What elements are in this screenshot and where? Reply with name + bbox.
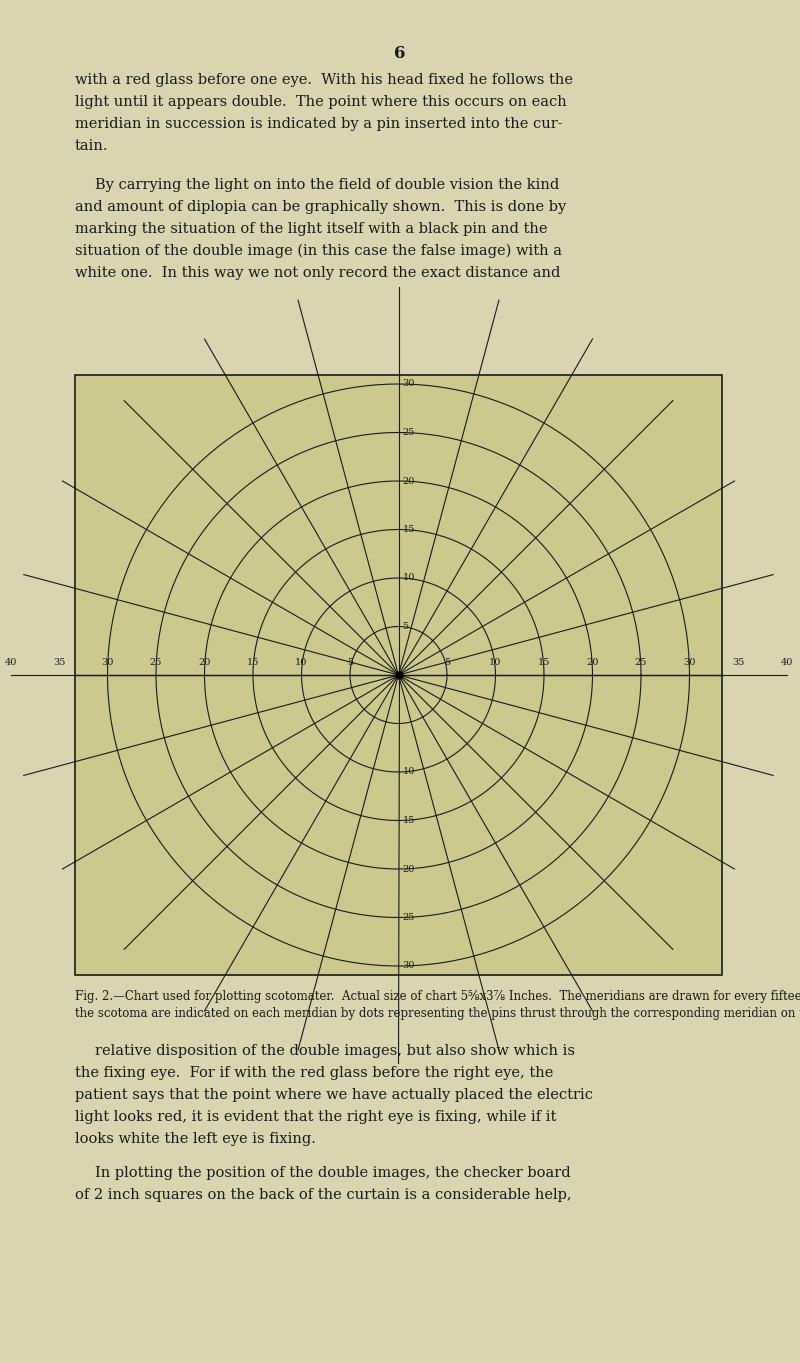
- Text: tain.: tain.: [75, 139, 109, 153]
- Text: 40: 40: [780, 658, 793, 667]
- Text: situation of the double image (in this case the false image) with a: situation of the double image (in this c…: [75, 244, 562, 259]
- Text: looks white the left eye is fixing.: looks white the left eye is fixing.: [75, 1133, 316, 1146]
- Text: 5: 5: [444, 658, 450, 667]
- Text: 30: 30: [102, 658, 114, 667]
- Text: the fixing eye.  For if with the red glass before the right eye, the: the fixing eye. For if with the red glas…: [75, 1066, 554, 1079]
- Text: light until it appears double.  The point where this occurs on each: light until it appears double. The point…: [75, 95, 566, 109]
- Text: 10: 10: [295, 658, 308, 667]
- Text: 10: 10: [490, 658, 502, 667]
- Text: the scotoma are indicated on each meridian by dots representing the pins thrust : the scotoma are indicated on each meridi…: [75, 1007, 800, 1020]
- Text: 20: 20: [586, 658, 598, 667]
- Text: 20: 20: [402, 477, 415, 485]
- Text: 20: 20: [198, 658, 210, 667]
- Text: 25: 25: [402, 428, 415, 438]
- Text: 25: 25: [402, 913, 415, 921]
- Bar: [75, 375, 722, 975]
- Text: 15: 15: [402, 816, 415, 825]
- Text: 5: 5: [347, 658, 353, 667]
- Text: 30: 30: [402, 961, 415, 970]
- Text: 35: 35: [53, 658, 65, 667]
- Text: 5: 5: [402, 622, 409, 631]
- Text: 30: 30: [683, 658, 696, 667]
- Text: 10: 10: [402, 574, 415, 582]
- Text: 30: 30: [402, 379, 415, 388]
- Text: 15: 15: [402, 525, 415, 534]
- Text: By carrying the light on into the field of double vision the kind: By carrying the light on into the field …: [95, 179, 559, 192]
- Text: marking the situation of the light itself with a black pin and the: marking the situation of the light itsel…: [75, 222, 547, 236]
- Text: white one.  In this way we not only record the exact distance and: white one. In this way we not only recor…: [75, 266, 560, 279]
- Text: with a red glass before one eye.  With his head fixed he follows the: with a red glass before one eye. With hi…: [75, 74, 573, 87]
- Text: and amount of diplopia can be graphically shown.  This is done by: and amount of diplopia can be graphicall…: [75, 200, 566, 214]
- Text: 35: 35: [732, 658, 744, 667]
- Text: 15: 15: [247, 658, 259, 667]
- Text: light looks red, it is evident that the right eye is fixing, while if it: light looks red, it is evident that the …: [75, 1109, 556, 1124]
- Text: 15: 15: [538, 658, 550, 667]
- Text: 6: 6: [394, 45, 406, 61]
- Text: meridian in succession is indicated by a pin inserted into the cur-: meridian in succession is indicated by a…: [75, 117, 562, 131]
- Text: relative disposition of the double images, but also show which is: relative disposition of the double image…: [95, 1044, 575, 1058]
- Text: of 2 inch squares on the back of the curtain is a considerable help,: of 2 inch squares on the back of the cur…: [75, 1189, 572, 1202]
- Text: 25: 25: [150, 658, 162, 667]
- Text: 40: 40: [4, 658, 17, 667]
- Text: In plotting the position of the double images, the checker board: In plotting the position of the double i…: [95, 1165, 570, 1180]
- Text: 20: 20: [402, 864, 415, 874]
- Text: Fig. 2.—Chart used for plotting scotomater.  Actual size of chart 5⅝x3⅞ Inches. : Fig. 2.—Chart used for plotting scotomat…: [75, 990, 800, 1003]
- Text: 10: 10: [402, 767, 415, 777]
- Text: 25: 25: [635, 658, 647, 667]
- Text: patient says that the point where we have actually placed the electric: patient says that the point where we hav…: [75, 1088, 593, 1103]
